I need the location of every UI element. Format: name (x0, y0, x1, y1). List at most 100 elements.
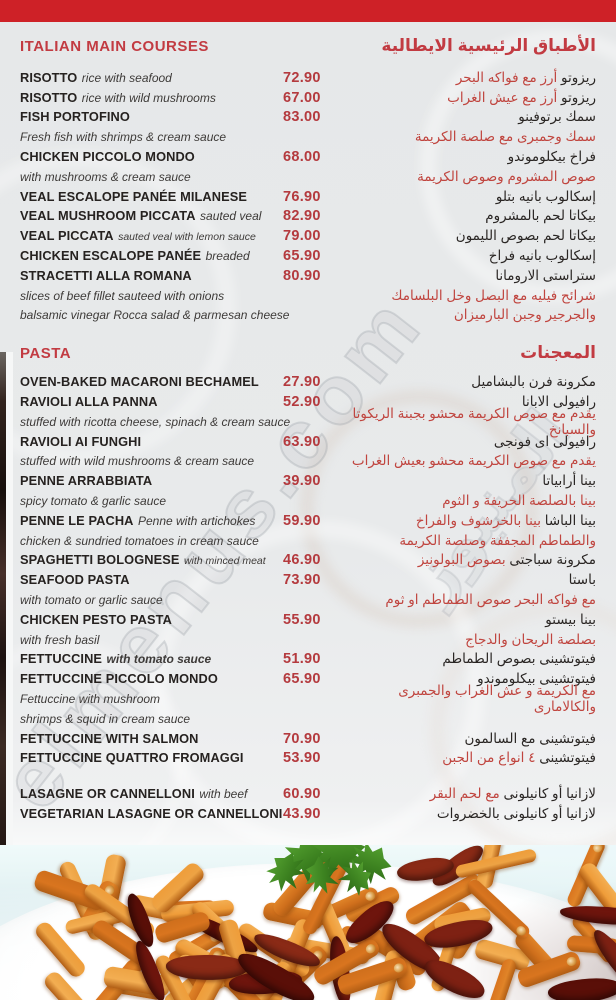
item-name-cell: STRACETTI ALLA ROMANA (20, 267, 283, 285)
item-note: with tomato sauce (106, 652, 212, 667)
item-price: 39.90 (283, 473, 321, 490)
item-price: 73.90 (283, 572, 321, 589)
item-name-cell: PENNE ARRABBIATA (20, 472, 283, 490)
menu-section: PASTA المعجنات OVEN-BAKED MACARONI BECHAME… (20, 343, 596, 824)
item-note: with minced meat (183, 555, 266, 568)
item-note-arabic-red: أرز مع فواكه البحر (455, 69, 558, 85)
item-name-arabic-black: فراخ بيكلوموندو (507, 149, 596, 165)
item-name-arabic-black: ريزوتو (561, 69, 596, 85)
penne-hole (363, 889, 377, 903)
item-name-arabic-black: بينا أرابياتا (542, 473, 596, 489)
item-price: 68.00 (283, 149, 321, 166)
item-name: RAVIOLI AI FUNGHI (20, 433, 142, 449)
menu-item-row: CHICKEN PICCOLO MONDO 68.00 فراخ بيكلوموند… (20, 147, 596, 167)
menu-item-row: LASAGNE OR CANNELLONI with beef 60.90 لازا… (20, 784, 596, 804)
item-name-cell: FETTUCCINE QUATTRO FROMAGGI (20, 749, 283, 767)
item-price: 82.90 (283, 208, 321, 225)
item-name-arabic: سمك برتوفينو (333, 109, 596, 125)
item-name-arabic-black: بينا بيستو (545, 611, 596, 627)
item-note: rice with seafood (81, 70, 172, 85)
item-note-arabic-red: بصوص البولونيز (417, 552, 506, 568)
penne-hole (565, 955, 578, 968)
item-name-cell: SEAFOOD PASTA (20, 571, 283, 589)
section-title-arabic: المعجنات (520, 343, 596, 363)
item-description-arabic: شرائح فيليه مع البصل وخل البلسامك (391, 287, 596, 303)
item-description: with fresh basil (20, 632, 100, 647)
item-name-cell: VEAL MUSHROOM PICCATA sauted veal (20, 207, 283, 225)
item-name-cell: CHICKEN PICCOLO MONDO (20, 148, 283, 166)
item-description: chicken & sundried tomatoes in cream sau… (20, 533, 259, 548)
item-name-cell: PENNE LE PACHA Penne with artichokes (20, 512, 283, 530)
item-description: Fresh fish with shrimps & cream sauce (20, 130, 227, 145)
item-name-arabic: بيكاتا لحم بصوص الليمون (333, 228, 596, 244)
item-name-arabic-black: لازانيا أو كانيلونى بالخضروات (436, 805, 596, 821)
menu-item-row: PENNE ARRABBIATA 39.90 بينا أرابياتا (20, 471, 596, 491)
section-title: ITALIAN MAIN COURSES (20, 38, 209, 55)
penne-hole (392, 962, 406, 974)
item-description: stuffed with ricotta cheese, spinach & c… (20, 414, 291, 429)
item-description-arabic: بينا بالصلصة الحريفة و الثوم (442, 493, 596, 509)
item-name-cell: CHICKEN PESTO PASTA (20, 611, 283, 629)
item-description-row: stuffed with ricotta cheese, spinach & c… (20, 406, 596, 437)
item-name: PENNE ARRABBIATA (20, 473, 153, 489)
item-note: rice with wild mushrooms (81, 90, 216, 105)
item-name-arabic: ستراستى الارومانا (333, 268, 596, 284)
item-name: FETTUCCINE QUATTRO FROMAGGI (20, 750, 244, 766)
menu-item-row: VEAL ESCALOPE PANÉE MILANESE 76.90 إسكالوب… (20, 187, 596, 207)
item-description-arabic: مع فواكه البحر صوص الطماطم او ثوم (385, 592, 596, 608)
item-name-cell: CHICKEN ESCALOPE PANÉE breaded (20, 247, 283, 265)
item-name-arabic: فيتوتشينى بصوص الطماطم (333, 651, 596, 667)
item-price: 60.90 (283, 786, 321, 803)
item-name-arabic-black: فيتوتشينى بصوص الطماطم (442, 651, 596, 667)
item-name-cell: FETTUCCINE WITH SALMON (20, 730, 283, 748)
menu-item-row: RISOTTO rice with wild mushrooms 67.00 ريز… (20, 88, 596, 108)
item-price: 70.90 (283, 730, 321, 747)
menu-item-row: FISH PORTOFINO 83.00 سمك برتوفينو (20, 108, 596, 128)
item-name-cell: VEAL PICCATA sauted veal with lemon sauc… (20, 227, 283, 245)
pasta-photo (0, 845, 616, 1000)
item-price: 43.90 (283, 805, 321, 822)
item-name-cell: VEGETARIAN LASAGNE OR CANNELLONI (20, 805, 283, 823)
item-name: FISH PORTOFINO (20, 109, 130, 125)
item-name: FETTUCCINE (20, 651, 103, 667)
item-description-arabic: والطماطم المجففة وصلصة الكريمة (399, 532, 596, 548)
item-name-arabic: فيتوتشينى ٤ انواع من الجبن (333, 750, 596, 766)
menu-item-row: RAVIOLI AI FUNGHI 63.90 رافيولى اى فونجى (20, 432, 596, 452)
item-description-row: Fettuccine with mushroom مع الكريمة و عش … (20, 683, 596, 714)
item-description: balsamic vinegar Rocca salad & parmesan … (20, 308, 290, 323)
item-price: 83.00 (283, 109, 321, 126)
item-description-row: stuffed with wild mushrooms & cream sauc… (20, 452, 596, 472)
item-description-arabic: يقدم مع صوص الكريمة محشو بعيش الغراب (351, 453, 596, 469)
item-description-arabic: سمك وجمبرى مع صلصة الكريمة (414, 129, 596, 145)
item-name: CHICKEN PESTO PASTA (20, 611, 172, 627)
menu-content: ITALIAN MAIN COURSES الأطباق الرئيسية الا… (0, 22, 616, 824)
item-name-arabic: ريزوتو أرز مع فواكه البحر (333, 70, 596, 86)
item-name: SEAFOOD PASTA (20, 572, 130, 588)
item-name: CHICKEN ESCALOPE PANÉE (20, 248, 202, 264)
page-edge-white-strip (6, 352, 13, 845)
item-name-cell: VEAL ESCALOPE PANÉE MILANESE (20, 188, 283, 206)
menu-item-row: VEAL PICCATA sauted veal with lemon sauc… (20, 226, 596, 246)
item-name-arabic-black: رافيولى اى فونجى (493, 433, 596, 449)
item-price: 63.90 (283, 433, 321, 450)
menu-item-row: FETTUCCINE PICCOLO MONDO 65.90 فيتوتشينى ب… (20, 669, 596, 689)
menu-item-row: VEAL MUSHROOM PICCATA sauted veal 82.90 بي… (20, 207, 596, 227)
item-price: 67.00 (283, 89, 321, 106)
menu-item-row: CHICKEN PESTO PASTA 55.90 بينا بيستو (20, 610, 596, 630)
menu-item-row: FETTUCCINE with tomato sauce 51.90 فيتوتشي… (20, 650, 596, 670)
item-description-row: chicken & sundried tomatoes in cream sau… (20, 531, 596, 551)
menu-item-row: FETTUCCINE QUATTRO FROMAGGI 53.90 فيتوتشين… (20, 749, 596, 769)
item-name-arabic-black: بيكاتا لحم بصوص الليمون (455, 228, 596, 244)
menu-item-row: SEAFOOD PASTA 73.90 باستا (20, 570, 596, 590)
item-name: VEAL PICCATA (20, 228, 114, 244)
item-description-row: slices of beef fillet sauteed with onion… (20, 286, 596, 306)
item-name-arabic-black: بيكاتا لحم بالمشروم (485, 208, 596, 224)
item-name-arabic: لازانيا أو كانيلونى بالخضروات (333, 806, 596, 822)
item-note-arabic-red: مع لحم البقر (429, 786, 500, 802)
item-name-arabic: بينا الباشا بينا بالخرشوف والفراخ (333, 513, 596, 529)
item-name: VEAL MUSHROOM PICCATA (20, 208, 196, 224)
item-description-row: spicy tomato & garlic sauce بينا بالصلصة … (20, 491, 596, 511)
item-description-row: with tomato or garlic sauce مع فواكه البح… (20, 590, 596, 610)
item-name-cell: RISOTTO rice with wild mushrooms (20, 89, 283, 107)
